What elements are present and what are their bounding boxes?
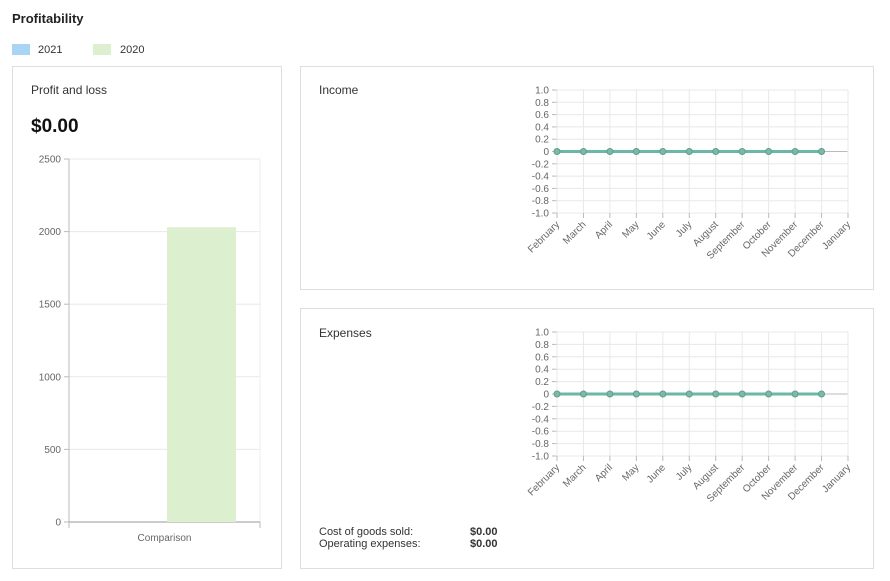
y-tick-label: -0.6 bbox=[532, 427, 550, 438]
y-tick-label: -0.2 bbox=[532, 159, 550, 170]
point bbox=[765, 148, 773, 155]
point bbox=[791, 148, 799, 155]
panel bbox=[300, 66, 874, 290]
y-tick-label: 1500 bbox=[39, 300, 62, 311]
point bbox=[738, 390, 746, 398]
legend-label: 2020 bbox=[120, 44, 144, 56]
y-tick-label: -0.6 bbox=[532, 184, 550, 195]
bar bbox=[167, 227, 236, 522]
point bbox=[712, 390, 720, 398]
point bbox=[579, 148, 587, 155]
total: $0.00 bbox=[31, 116, 79, 137]
y-tick-label: 0.8 bbox=[535, 98, 549, 109]
summary-value: $0.00 bbox=[470, 538, 498, 550]
point bbox=[553, 148, 561, 155]
y-tick-label: 500 bbox=[44, 445, 61, 456]
y-tick-label: 1000 bbox=[39, 372, 62, 383]
y-tick-label: 0.4 bbox=[535, 365, 549, 376]
y-tick-label: -0.8 bbox=[532, 196, 550, 207]
point bbox=[738, 148, 746, 155]
point bbox=[818, 148, 826, 155]
panel bbox=[300, 308, 874, 569]
page-title: Profitability bbox=[12, 11, 84, 26]
y-tick-label: 0.6 bbox=[535, 110, 549, 121]
summary-value: $0.00 bbox=[470, 526, 498, 538]
y-tick-label: 0.6 bbox=[535, 352, 549, 363]
x-tick-label: Comparison bbox=[138, 533, 192, 544]
summary-label: Operating expenses: bbox=[319, 538, 421, 550]
y-tick-label: -1.0 bbox=[532, 452, 550, 463]
panel bbox=[12, 66, 282, 569]
point bbox=[685, 148, 693, 155]
panel-title: Expenses bbox=[319, 326, 372, 340]
y-tick-label: -1.0 bbox=[532, 209, 550, 220]
point bbox=[685, 390, 693, 398]
y-tick-label: 0.4 bbox=[535, 122, 549, 133]
y-tick-label: 0.8 bbox=[535, 340, 549, 351]
y-tick-label: 1.0 bbox=[535, 328, 549, 339]
point bbox=[659, 390, 667, 398]
y-tick-label: 1.0 bbox=[535, 86, 549, 97]
y-tick-label: 0 bbox=[543, 390, 549, 401]
point bbox=[553, 390, 561, 398]
y-tick-label: -0.4 bbox=[532, 172, 550, 183]
y-tick-label: -0.4 bbox=[532, 414, 550, 425]
point bbox=[579, 390, 587, 398]
legend-label: 2021 bbox=[38, 44, 62, 56]
point bbox=[632, 390, 640, 398]
y-tick-label: 0 bbox=[55, 518, 61, 529]
point bbox=[632, 148, 640, 155]
y-tick-label: 2500 bbox=[39, 155, 62, 166]
legend-swatch bbox=[12, 44, 30, 55]
summary-label: Cost of goods sold: bbox=[319, 526, 413, 538]
y-tick-label: -0.8 bbox=[532, 439, 550, 450]
y-tick-label: 0.2 bbox=[535, 135, 549, 146]
point bbox=[659, 148, 667, 155]
point bbox=[765, 390, 773, 398]
point bbox=[791, 390, 799, 398]
legend-swatch bbox=[93, 44, 111, 55]
panel-title: Income bbox=[319, 83, 359, 97]
panel-title: Profit and loss bbox=[31, 83, 107, 97]
y-tick-label: 0.2 bbox=[535, 377, 549, 388]
point bbox=[818, 390, 826, 398]
y-tick-label: -0.2 bbox=[532, 402, 550, 413]
point bbox=[712, 148, 720, 155]
y-tick-label: 0 bbox=[543, 147, 549, 158]
y-tick-label: 2000 bbox=[39, 227, 62, 238]
point bbox=[606, 390, 614, 398]
point bbox=[606, 148, 614, 155]
